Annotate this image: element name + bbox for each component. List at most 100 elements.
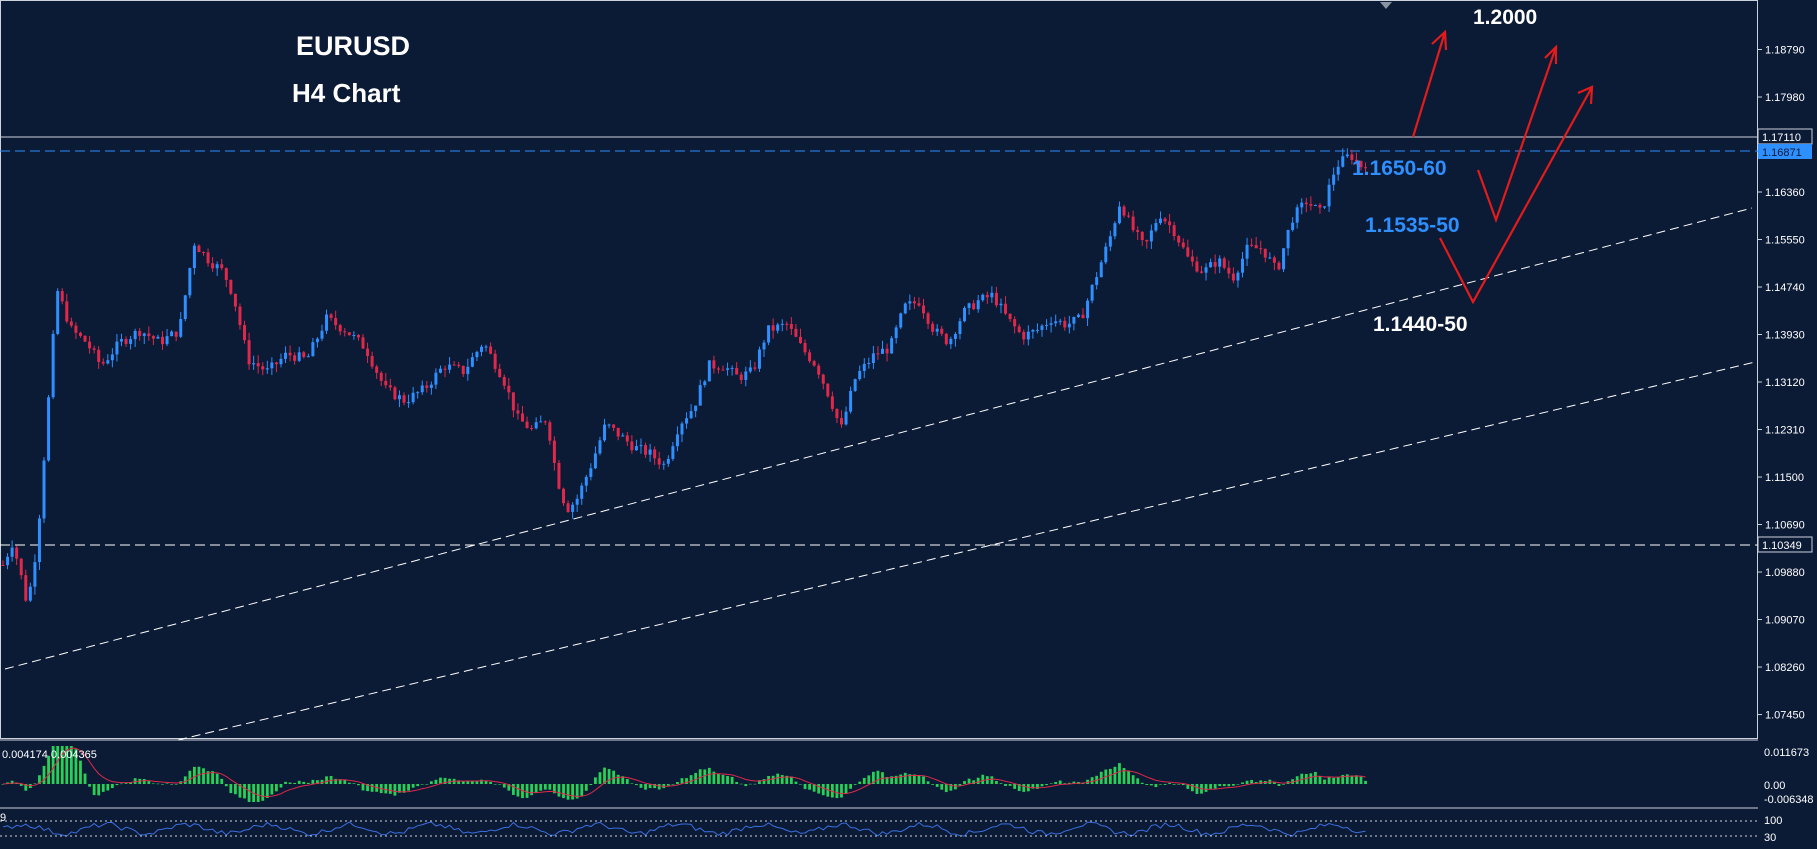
candle-body — [1209, 262, 1213, 268]
candle-body — [411, 392, 415, 403]
macd-histogram-bar — [407, 784, 410, 791]
candle-body — [457, 364, 461, 366]
candle-body — [657, 458, 661, 465]
macd-histogram-bar — [707, 767, 711, 784]
macd-histogram-bar — [1204, 784, 1208, 792]
macd-histogram-bar — [648, 784, 652, 789]
candle-body — [525, 421, 529, 429]
macd-histogram-bar — [215, 773, 219, 784]
candle-body — [388, 385, 392, 388]
macd-histogram-bar — [288, 782, 292, 784]
chart-shift-marker[interactable] — [1380, 2, 1392, 9]
candle-body — [279, 358, 283, 365]
candle-body — [384, 380, 388, 386]
candle-body — [352, 334, 356, 336]
macd-histogram-bar — [844, 784, 848, 794]
candle-body — [297, 352, 301, 361]
macd-histogram-bar — [1004, 784, 1007, 786]
macd-histogram-bar — [142, 778, 146, 784]
horizontal-levels — [0, 136, 1758, 546]
candle-body — [785, 323, 789, 325]
macd-histogram-bar — [256, 784, 260, 802]
candles — [1, 148, 1368, 603]
macd-histogram-bar — [47, 755, 50, 784]
macd-histogram-bar — [657, 784, 661, 790]
macd-histogram-bar — [197, 766, 201, 784]
candle-body — [1017, 326, 1021, 332]
macd-histogram-bar — [543, 784, 547, 790]
macd-histogram-bar — [885, 776, 889, 784]
candle-body — [366, 348, 370, 357]
candle-body — [311, 342, 315, 357]
macd-histogram-bar — [1345, 774, 1349, 784]
macd-histogram-bar — [1350, 775, 1354, 784]
macd-histogram-bar — [584, 784, 588, 791]
candle-body — [1168, 221, 1172, 226]
candle-body — [589, 468, 593, 477]
candle-body — [776, 324, 780, 331]
macd-histogram-bar — [744, 784, 748, 787]
macd-tick-zero: 0.00 — [1764, 780, 1785, 792]
macd-histogram-bar — [935, 784, 939, 787]
macd-histogram-bar — [635, 784, 638, 786]
macd-histogram-bar — [958, 784, 962, 786]
macd-histogram-bar — [571, 784, 575, 800]
candle-body — [179, 319, 183, 337]
candle-body — [129, 339, 133, 344]
candle-body — [270, 362, 274, 369]
candle-body — [703, 381, 707, 386]
macd-histogram-bar — [835, 784, 839, 799]
macd-histogram-bar — [443, 777, 447, 784]
candle-body — [1004, 303, 1008, 314]
candle-body — [1127, 215, 1131, 217]
candle-body — [903, 303, 907, 314]
macd-histogram-bar — [10, 780, 14, 784]
macd-histogram-bar — [188, 770, 192, 784]
candle-body — [256, 363, 260, 367]
candle-body — [334, 318, 338, 326]
chart-subtitle: H4 Chart — [292, 78, 401, 108]
candle-body — [425, 385, 429, 388]
candle-body — [170, 331, 174, 337]
candle-body — [274, 362, 278, 365]
macd-histogram-bar — [1236, 783, 1240, 785]
candle-body — [844, 411, 848, 425]
macd-histogram-bar — [484, 780, 488, 784]
macd-histogram-bar — [147, 780, 151, 784]
macd-histogram-bar — [922, 776, 925, 784]
macd-histogram-bar — [106, 784, 110, 791]
candle-body — [51, 333, 55, 398]
macd-histogram-bar — [275, 784, 278, 792]
candle-body — [575, 498, 579, 505]
macd-histogram-bar — [534, 784, 538, 793]
candle-body — [69, 321, 73, 326]
candle-body — [520, 413, 524, 422]
candle-body — [557, 462, 561, 489]
candle-body — [97, 349, 101, 362]
candle-body — [1072, 316, 1076, 324]
candle-body — [1199, 271, 1203, 273]
forecast-arrow-1-head — [1431, 29, 1448, 51]
candle-body — [675, 434, 679, 447]
candle-body — [584, 476, 588, 486]
candle-body — [990, 292, 994, 298]
macd-histogram-bar — [698, 769, 702, 784]
candle-body — [1145, 240, 1149, 242]
macd-histogram-bar — [370, 784, 374, 792]
candle-body — [949, 338, 953, 345]
macd-histogram-bar — [1058, 780, 1062, 784]
macd-histogram-bar — [717, 773, 720, 784]
forecast-arrows — [1411, 29, 1594, 305]
candle-body — [284, 352, 288, 359]
macd-histogram-bar — [598, 772, 602, 784]
macd-histogram-bar — [366, 784, 369, 792]
macd-histogram-bar — [995, 781, 998, 784]
price-line-tag-text: 1.17110 — [1762, 132, 1801, 144]
macd-histogram-bar — [603, 767, 606, 784]
macd-histogram-bar — [402, 784, 406, 793]
macd-histogram-bar — [234, 784, 237, 795]
macd-histogram-bar — [817, 784, 821, 794]
macd-histogram-bar — [954, 784, 957, 790]
macd-histogram-bar — [429, 781, 433, 784]
osc-tick-top: 100 — [1764, 815, 1782, 827]
